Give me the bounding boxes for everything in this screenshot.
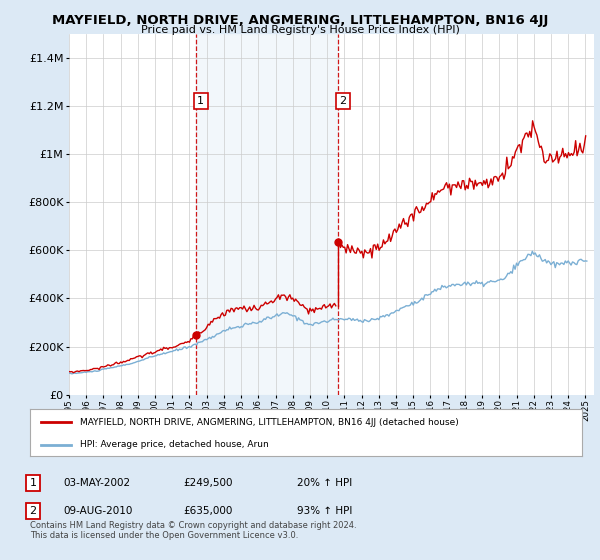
Bar: [196, 34, 338, 395]
Text: 03-MAY-2002: 03-MAY-2002: [63, 478, 130, 488]
Text: 1: 1: [197, 96, 204, 106]
Text: Price paid vs. HM Land Registry's House Price Index (HPI): Price paid vs. HM Land Registry's House …: [140, 25, 460, 35]
Text: 2: 2: [339, 96, 346, 106]
Text: MAYFIELD, NORTH DRIVE, ANGMERING, LITTLEHAMPTON, BN16 4JJ (detached house): MAYFIELD, NORTH DRIVE, ANGMERING, LITTLE…: [80, 418, 458, 427]
Text: 93% ↑ HPI: 93% ↑ HPI: [297, 506, 352, 516]
Text: £635,000: £635,000: [183, 506, 232, 516]
Text: 2: 2: [29, 506, 37, 516]
Text: 09-AUG-2010: 09-AUG-2010: [63, 506, 133, 516]
Text: MAYFIELD, NORTH DRIVE, ANGMERING, LITTLEHAMPTON, BN16 4JJ: MAYFIELD, NORTH DRIVE, ANGMERING, LITTLE…: [52, 14, 548, 27]
Text: Contains HM Land Registry data © Crown copyright and database right 2024.
This d: Contains HM Land Registry data © Crown c…: [30, 521, 356, 540]
Text: HPI: Average price, detached house, Arun: HPI: Average price, detached house, Arun: [80, 440, 268, 449]
Text: 1: 1: [29, 478, 37, 488]
Text: 20% ↑ HPI: 20% ↑ HPI: [297, 478, 352, 488]
Text: £249,500: £249,500: [183, 478, 233, 488]
